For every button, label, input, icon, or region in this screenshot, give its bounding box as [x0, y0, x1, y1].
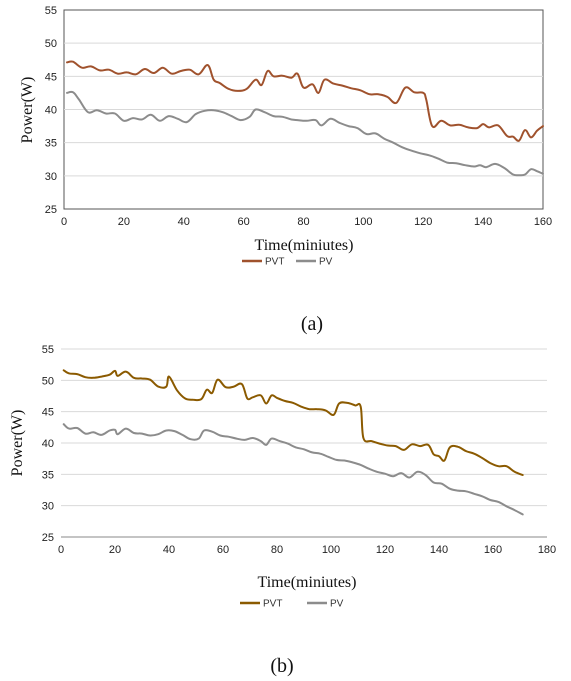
y-tick-label-a-1: 30: [45, 171, 57, 183]
y-tick-label-b-4: 45: [42, 407, 54, 419]
legend-label-b-pv: PV: [330, 599, 344, 610]
chart-panel-a: 25 30 35 40 45 50 55 0 20 40 60 80 100 120 140 160 Tim…: [19, 5, 552, 335]
y-ticks-b: 25 30 35 40 45 50 55: [42, 344, 54, 544]
y-tick-label-a-0: 25: [45, 204, 57, 216]
x-axis-label-a: Time(miniutes): [255, 237, 354, 254]
y-tick-label-a-2: 35: [45, 138, 57, 150]
x-axis-label-b: Time(miniutes): [258, 574, 357, 591]
caption-a: (a): [301, 313, 323, 335]
x-tick-label-b-4: 80: [271, 544, 283, 556]
y-tick-label-b-3: 40: [42, 438, 54, 450]
series-line-b-pv: [62, 423, 524, 516]
x-tick-label-b-9: 180: [538, 544, 556, 556]
x-tick-label-a-5: 100: [354, 216, 372, 228]
x-tick-label-b-5: 100: [322, 544, 340, 556]
y-tick-label-a-6: 55: [45, 5, 57, 17]
x-tick-label-b-7: 140: [430, 544, 448, 556]
legend-a: PVT PV: [242, 257, 333, 268]
y-axis-label-a: Power(W): [19, 77, 36, 144]
x-tick-label-b-3: 60: [217, 544, 229, 556]
x-tick-label-a-8: 160: [534, 216, 552, 228]
y-ticks-a: 25 30 35 40 45 50 55: [45, 5, 57, 216]
x-ticks-a: 0 20 40 60 80 100 120 140 160: [61, 216, 552, 228]
caption-b: (b): [270, 655, 293, 677]
x-tick-label-b-6: 120: [376, 544, 394, 556]
y-tick-label-a-4: 45: [45, 71, 57, 83]
gridlines-b: [61, 348, 547, 507]
series-line-b-pvt: [62, 369, 524, 476]
series-line-a-pvt: [66, 60, 544, 142]
y-tick-label-b-5: 50: [42, 375, 54, 387]
y-tick-label-b-2: 35: [42, 469, 54, 481]
y-axis-label-b: Power(W): [9, 410, 26, 477]
x-tick-label-a-7: 140: [474, 216, 492, 228]
series-lines-b: [62, 369, 524, 516]
x-tick-label-b-1: 20: [109, 544, 121, 556]
series-line-a-pv: [66, 90, 544, 177]
y-tick-label-a-3: 40: [45, 105, 57, 117]
legend-b: PVT PV: [240, 599, 344, 610]
x-tick-label-b-8: 160: [484, 544, 502, 556]
y-tick-label-b-1: 30: [42, 501, 54, 513]
x-tick-label-b-2: 40: [163, 544, 175, 556]
legend-label-a-pvt: PVT: [265, 257, 284, 268]
x-tick-label-a-2: 40: [178, 216, 190, 228]
x-tick-label-b-0: 0: [58, 544, 64, 556]
x-tick-label-a-1: 20: [118, 216, 130, 228]
gridlines-a: [64, 42, 543, 177]
x-ticks-b: 0 20 40 60 80 100 120 140 160 180: [58, 544, 556, 556]
x-tick-label-a-0: 0: [61, 216, 67, 228]
legend-label-a-pv: PV: [319, 257, 333, 268]
x-tick-label-a-3: 60: [238, 216, 250, 228]
x-tick-label-a-4: 80: [297, 216, 309, 228]
x-tick-label-a-6: 120: [414, 216, 432, 228]
legend-label-b-pvt: PVT: [263, 599, 282, 610]
y-tick-label-a-5: 50: [45, 38, 57, 50]
series-lines-a: [66, 60, 544, 177]
y-tick-label-b-0: 25: [42, 532, 54, 544]
y-tick-label-b-6: 55: [42, 344, 54, 356]
